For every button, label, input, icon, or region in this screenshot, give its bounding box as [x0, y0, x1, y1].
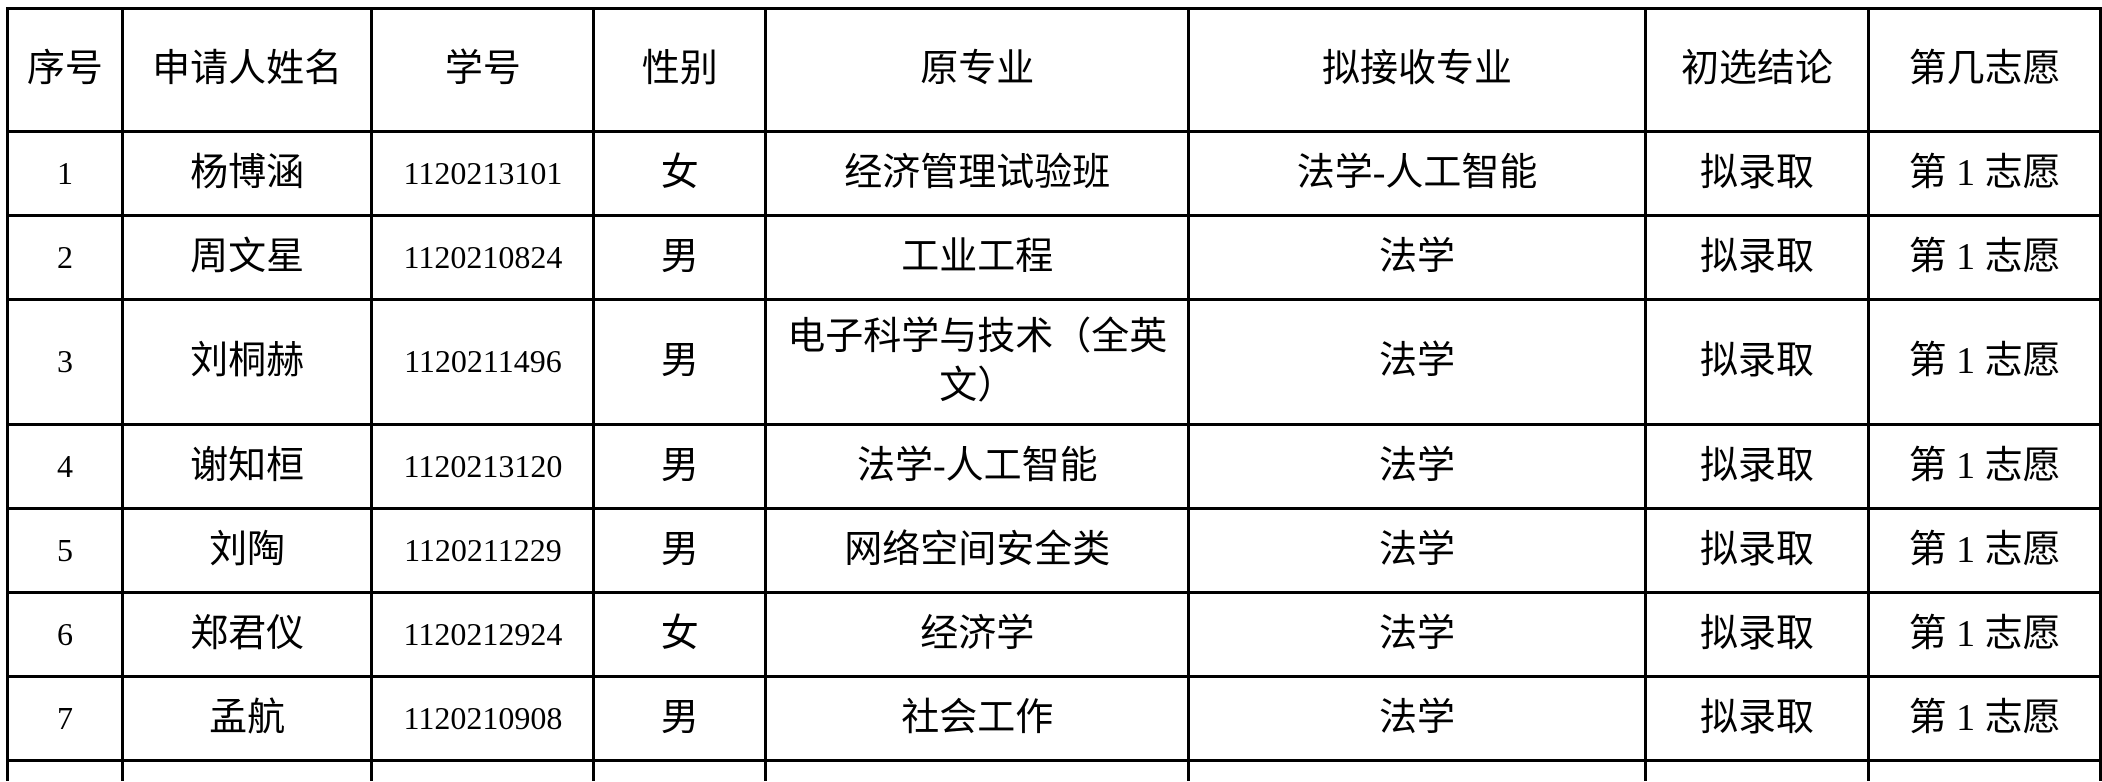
cell-empty — [592, 759, 768, 781]
cell-preference: 第 1 志愿 — [1867, 130, 2102, 217]
cell-gender: 男 — [592, 214, 768, 301]
cell-name: 杨博涵 — [120, 130, 374, 217]
table-row-partial — [6, 759, 2102, 781]
cell-preference: 第 1 志愿 — [1867, 507, 2102, 594]
cell-index: 3 — [6, 298, 124, 426]
cell-student-id: 1120212924 — [370, 591, 596, 678]
cell-name: 郑君仪 — [120, 591, 374, 678]
cell-gender: 男 — [592, 423, 768, 510]
cell-gender: 女 — [592, 591, 768, 678]
cell-name: 孟航 — [120, 675, 374, 762]
cell-target-major: 法学 — [1187, 507, 1647, 594]
cell-index: 6 — [6, 591, 124, 678]
cell-original-major: 电子科学与技术（全英文） — [764, 298, 1191, 426]
cell-index: 4 — [6, 423, 124, 510]
cell-conclusion: 拟录取 — [1643, 298, 1871, 426]
header-gender: 性别 — [592, 7, 768, 133]
admission-table: 序号 申请人姓名 学号 性别 原专业 拟接收专业 初选结论 第几志愿 1 杨博涵 1… — [6, 7, 2102, 781]
cell-student-id: 1120211229 — [370, 507, 596, 594]
cell-target-major: 法学 — [1187, 591, 1647, 678]
table-row: 5 刘陶 1120211229 男网络空间安全类 法学 拟录取第 1 志愿 — [6, 507, 2102, 594]
cell-index: 5 — [6, 507, 124, 594]
cell-target-major: 法学-人工智能 — [1187, 130, 1647, 217]
cell-original-major: 法学-人工智能 — [764, 423, 1191, 510]
header-student-id: 学号 — [370, 7, 596, 133]
header-original-major: 原专业 — [764, 7, 1191, 133]
cell-empty — [1643, 759, 1871, 781]
table-row: 6 郑君仪 1120212924 女经济学 法学 拟录取第 1 志愿 — [6, 591, 2102, 678]
cell-index: 7 — [6, 675, 124, 762]
cell-preference: 第 1 志愿 — [1867, 675, 2102, 762]
cell-original-major: 经济学 — [764, 591, 1191, 678]
cell-preference: 第 1 志愿 — [1867, 423, 2102, 510]
cell-index: 2 — [6, 214, 124, 301]
cell-conclusion: 拟录取 — [1643, 591, 1871, 678]
cell-student-id: 1120211496 — [370, 298, 596, 426]
cell-original-major: 网络空间安全类 — [764, 507, 1191, 594]
header-target-major: 拟接收专业 — [1187, 7, 1647, 133]
cell-conclusion: 拟录取 — [1643, 130, 1871, 217]
cell-name: 刘陶 — [120, 507, 374, 594]
cell-gender: 女 — [592, 130, 768, 217]
cell-preference: 第 1 志愿 — [1867, 214, 2102, 301]
cell-gender: 男 — [592, 507, 768, 594]
cell-target-major: 法学 — [1187, 298, 1647, 426]
cell-index: 1 — [6, 130, 124, 217]
cell-conclusion: 拟录取 — [1643, 423, 1871, 510]
table-row: 7 孟航 1120210908 男社会工作 法学 拟录取第 1 志愿 — [6, 675, 2102, 762]
table-row: 1 杨博涵 1120213101 女经济管理试验班 法学-人工智能 拟录取第 1 志愿 — [6, 130, 2102, 217]
cell-gender: 男 — [592, 675, 768, 762]
cell-name: 刘桐赫 — [120, 298, 374, 426]
cell-original-major: 社会工作 — [764, 675, 1191, 762]
header-name: 申请人姓名 — [120, 7, 374, 133]
cell-conclusion: 拟录取 — [1643, 507, 1871, 594]
cell-original-major: 工业工程 — [764, 214, 1191, 301]
table-row: 4 谢知桓 1120213120 男法学-人工智能 法学 拟录取第 1 志愿 — [6, 423, 2102, 510]
table-row: 3 刘桐赫 1120211496 男电子科学与技术（全英文） 法学 拟录取第 1 志愿 — [6, 298, 2102, 426]
cell-conclusion: 拟录取 — [1643, 675, 1871, 762]
cell-empty — [370, 759, 596, 781]
cell-original-major: 经济管理试验班 — [764, 130, 1191, 217]
cell-gender: 男 — [592, 298, 768, 426]
cell-name: 谢知桓 — [120, 423, 374, 510]
cell-conclusion: 拟录取 — [1643, 214, 1871, 301]
cell-preference: 第 1 志愿 — [1867, 591, 2102, 678]
header-conclusion: 初选结论 — [1643, 7, 1871, 133]
cell-empty — [6, 759, 124, 781]
header-index: 序号 — [6, 7, 124, 133]
cell-target-major: 法学 — [1187, 423, 1647, 510]
cell-student-id: 1120210908 — [370, 675, 596, 762]
cell-student-id: 1120213120 — [370, 423, 596, 510]
cell-name: 周文星 — [120, 214, 374, 301]
cell-target-major: 法学 — [1187, 675, 1647, 762]
table-row: 2 周文星 1120210824 男工业工程 法学 拟录取第 1 志愿 — [6, 214, 2102, 301]
cell-empty — [1187, 759, 1647, 781]
header-preference: 第几志愿 — [1867, 7, 2102, 133]
cell-target-major: 法学 — [1187, 214, 1647, 301]
cell-preference: 第 1 志愿 — [1867, 298, 2102, 426]
cell-empty — [120, 759, 374, 781]
header-row: 序号 申请人姓名 学号 性别 原专业 拟接收专业 初选结论 第几志愿 — [6, 7, 2102, 133]
cell-student-id: 1120213101 — [370, 130, 596, 217]
cell-student-id: 1120210824 — [370, 214, 596, 301]
cell-empty — [1867, 759, 2102, 781]
cell-empty — [764, 759, 1191, 781]
